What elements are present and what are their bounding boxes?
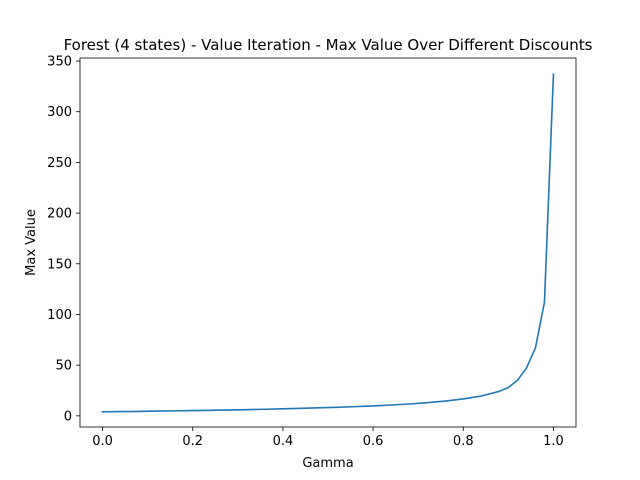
plot-area — [101, 73, 555, 413]
x-tick-label: 0.0 — [92, 434, 113, 449]
series-line — [101, 73, 555, 413]
y-tick-label: 50 — [55, 359, 72, 374]
x-tick-label: 0.4 — [273, 434, 294, 449]
chart-title: Forest (4 states) - Value Iteration - Ma… — [64, 36, 593, 54]
y-tick-label: 300 — [47, 105, 72, 120]
y-tick-label: 0 — [64, 409, 72, 424]
y-axis-label: Max Value — [24, 209, 39, 276]
y-tick-label: 200 — [47, 207, 72, 222]
x-tick-label: 1.0 — [543, 434, 564, 449]
axes-frame — [79, 57, 577, 428]
y-axis: 0 50 100 150 200 250 300 350 — [47, 55, 80, 424]
x-axis: 0.0 0.2 0.4 0.6 0.8 1.0 — [92, 427, 564, 449]
y-tick-label: 350 — [47, 55, 72, 70]
y-tick-label: 150 — [47, 257, 72, 272]
x-tick-label: 0.6 — [363, 434, 384, 449]
y-tick-label: 100 — [47, 308, 72, 323]
x-tick-label: 0.8 — [453, 434, 474, 449]
x-tick-label: 0.2 — [182, 434, 203, 449]
x-axis-label: Gamma — [302, 456, 353, 471]
y-tick-label: 250 — [47, 156, 72, 171]
